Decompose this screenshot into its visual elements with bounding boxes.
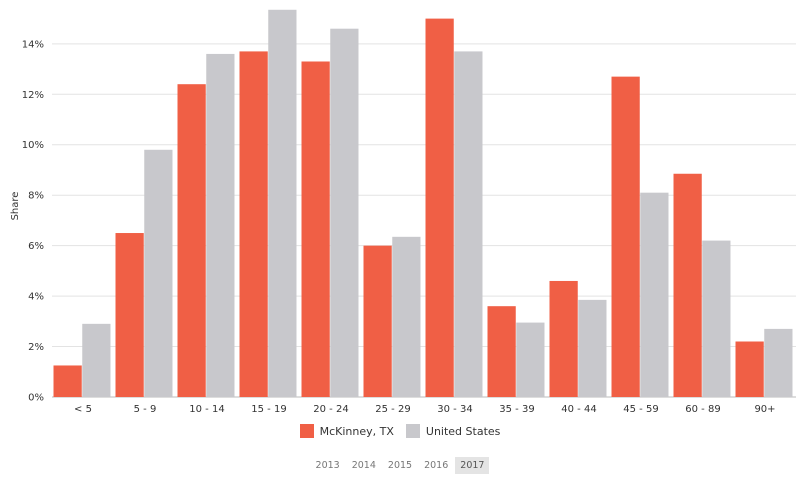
y-tick-label: 10% (22, 140, 44, 151)
x-tick-label: 40 - 44 (561, 404, 596, 415)
bar-series-1[interactable] (177, 84, 206, 397)
bar-series-2[interactable] (144, 149, 173, 397)
y-tick-label: 12% (22, 90, 44, 101)
y-tick-label: 4% (28, 292, 44, 303)
year-button-2013[interactable]: 2013 (315, 460, 340, 471)
x-tick-label: 90+ (754, 404, 775, 415)
year-button-2016[interactable]: 2016 (424, 460, 449, 471)
bar-series-2[interactable] (640, 192, 669, 397)
legend-label-series-2: United States (425, 424, 501, 438)
x-axis-ticks: < 5 5 - 9 10 - 14 15 - 19 20 - 24 25 - 29 30 -… (74, 404, 776, 415)
year-button-2015[interactable]: 2015 (387, 460, 413, 471)
x-tick-label: 30 - 34 (437, 404, 472, 415)
x-tick-label: < 5 (74, 404, 92, 415)
y-tick-label: 2% (28, 342, 44, 353)
legend-swatch-series-1 (299, 424, 314, 438)
bar-series-2[interactable] (82, 323, 111, 397)
bar-series-1[interactable] (301, 61, 330, 398)
bar-series-1[interactable] (425, 18, 454, 397)
x-tick-label: 60 - 89 (685, 404, 720, 415)
y-tick-label: 8% (28, 191, 44, 202)
bar-series-2[interactable] (392, 236, 421, 397)
x-tick-label: 35 - 39 (499, 404, 534, 415)
bar-series-2[interactable] (764, 328, 793, 397)
legend: McKinney, TX United States (0, 424, 800, 438)
year-selector: 2013 2014 2015 2016 2017 (0, 457, 800, 474)
x-tick-label: 20 - 24 (313, 404, 348, 415)
bar-series-2[interactable] (454, 51, 483, 397)
bar-series-2[interactable] (516, 322, 545, 397)
bar-series-1[interactable] (487, 306, 516, 397)
bar-series-1[interactable] (611, 76, 640, 397)
bar-series-1[interactable] (363, 245, 392, 397)
bar-series-1[interactable] (239, 51, 268, 397)
bar-series-1[interactable] (735, 341, 764, 397)
y-axis-label: Share (10, 192, 21, 221)
x-tick-label: 25 - 29 (375, 404, 410, 415)
bar-series-2[interactable] (268, 9, 297, 397)
x-tick-label: 15 - 19 (251, 404, 286, 415)
bar-series-1[interactable] (673, 173, 702, 397)
x-tick-label: 45 - 59 (623, 404, 658, 415)
bar-chart: 0% 2% 4% 6% 8% 10% 12% 14% < 5 5 - 9 10 - 14 15 - … (10, 9, 796, 415)
legend-label-series-1: McKinney, TX (319, 424, 394, 438)
bar-series-1[interactable] (53, 365, 82, 397)
legend-swatch-series-2 (405, 424, 420, 438)
x-tick-label: 5 - 9 (134, 404, 157, 415)
bar-series-1[interactable] (115, 233, 144, 397)
x-tick-label: 10 - 14 (189, 404, 224, 415)
year-button-2017[interactable]: 2017 (455, 457, 490, 474)
bar-series-2[interactable] (330, 28, 359, 398)
y-axis-ticks: 0% 2% 4% 6% 8% 10% 12% 14% (22, 39, 44, 403)
legend-item-series-1[interactable]: McKinney, TX (299, 424, 394, 438)
bar-series-2[interactable] (578, 299, 607, 397)
y-tick-label: 6% (28, 241, 44, 252)
legend-item-series-2[interactable]: United States (405, 424, 501, 438)
bar-series-1[interactable] (549, 280, 578, 397)
gridlines (52, 43, 796, 398)
y-tick-label: 14% (22, 39, 44, 50)
bar-series-2[interactable] (702, 240, 731, 397)
year-button-2014[interactable]: 2014 (351, 460, 376, 471)
y-tick-label: 0% (28, 393, 44, 404)
bars (53, 9, 793, 398)
bar-series-2[interactable] (206, 53, 235, 398)
